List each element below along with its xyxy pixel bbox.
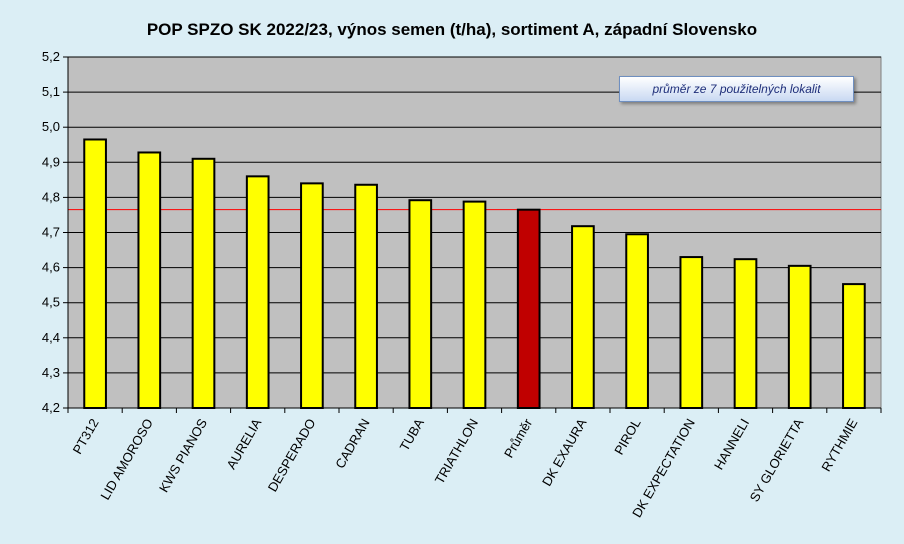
category-label: DESPERADO — [265, 416, 319, 494]
bar — [842, 283, 866, 409]
bar — [191, 157, 216, 409]
category-label: CADRAN — [332, 416, 372, 471]
y-tick-label: 4,2 — [42, 400, 60, 415]
bar — [245, 175, 270, 409]
y-tick-label: 4,5 — [42, 295, 60, 310]
y-tick-label: 5,2 — [42, 49, 60, 64]
average-note-box: průměr ze 7 použitelných lokalit — [619, 76, 854, 102]
category-label: RYTHMIE — [818, 416, 860, 474]
y-tick-label: 4,8 — [42, 189, 60, 204]
y-tick-label: 4,9 — [42, 154, 60, 169]
bar — [300, 182, 324, 409]
bar — [733, 258, 758, 409]
bar — [83, 138, 107, 410]
bar — [462, 200, 487, 409]
category-label: SY GLORIETTA — [747, 416, 807, 505]
category-label: DK EXAURA — [539, 416, 590, 489]
bar — [571, 225, 595, 409]
bar — [137, 151, 162, 409]
y-tick-label: 4,7 — [42, 225, 60, 240]
category-label: PIROL — [611, 416, 643, 457]
chart-title: POP SPZO SK 2022/23, výnos semen (t/ha),… — [146, 20, 758, 39]
y-tick-label: 4,4 — [42, 330, 60, 345]
bar — [625, 233, 649, 409]
category-label: LID AMOROSO — [97, 416, 156, 502]
category-label: Průměr — [501, 415, 536, 460]
bar-average — [516, 208, 541, 409]
y-tick-label: 5,1 — [42, 84, 60, 99]
bar — [354, 183, 378, 409]
category-label: AURELIA — [223, 416, 264, 472]
category-label: TUBA — [397, 416, 427, 454]
bar — [679, 256, 704, 409]
y-tick-label: 4,6 — [42, 260, 60, 275]
y-tick-label: 4,3 — [42, 365, 60, 380]
y-tick-label: 5,0 — [42, 119, 60, 134]
bar — [408, 199, 433, 409]
category-label: DK EXPECTATION — [629, 416, 698, 520]
category-label: TRIATHLON — [432, 416, 481, 486]
category-label: KWS PIANOS — [156, 416, 210, 495]
bar — [787, 264, 812, 409]
category-label: HANNELI — [711, 416, 752, 472]
category-label: PT312 — [70, 416, 102, 457]
